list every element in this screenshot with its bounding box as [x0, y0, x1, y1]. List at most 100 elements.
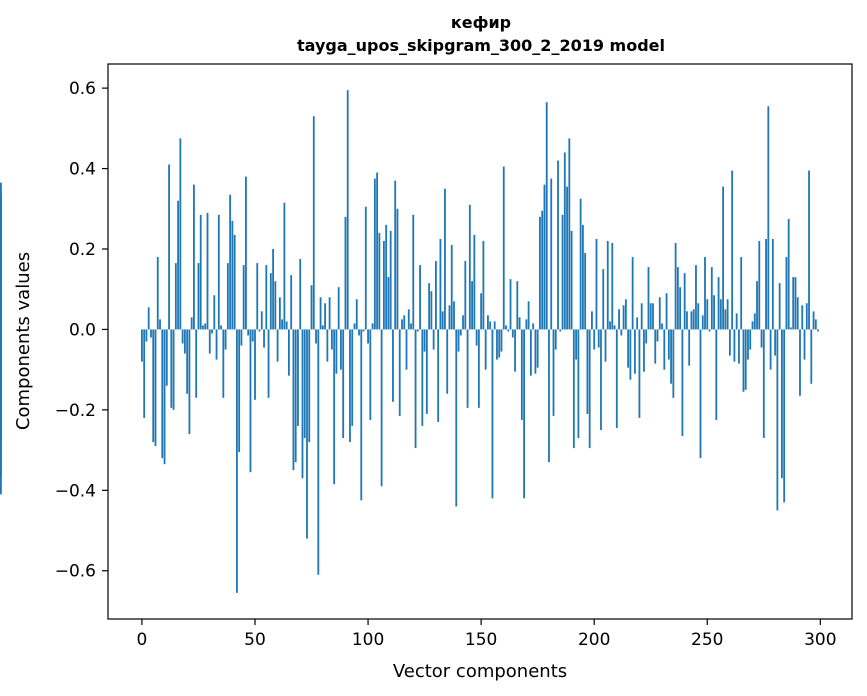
bar: [441, 311, 444, 330]
bar: [263, 329, 265, 348]
bar: [231, 220, 234, 330]
bar: [557, 160, 559, 330]
bar: [539, 216, 541, 330]
bar: [523, 329, 525, 499]
bar: [584, 253, 587, 330]
bar: [152, 329, 155, 443]
bar: [414, 329, 417, 449]
y-tick-label: 0.0: [69, 320, 96, 340]
bar: [713, 295, 715, 330]
bar: [805, 303, 808, 330]
bar: [321, 325, 324, 330]
bar: [733, 329, 736, 362]
bar: [785, 257, 788, 330]
bar: [708, 329, 711, 332]
bar: [726, 299, 729, 330]
bar: [674, 242, 677, 330]
bar: [367, 329, 369, 344]
bar: [507, 329, 510, 332]
bar: [634, 329, 636, 374]
bar: [317, 329, 320, 575]
bar: [778, 283, 781, 330]
plot-frame: [107, 63, 853, 620]
bar: [355, 299, 358, 330]
bar: [636, 317, 639, 330]
bar: [568, 138, 571, 330]
bar: [774, 329, 777, 356]
bar: [197, 263, 200, 330]
bar: [638, 329, 641, 418]
bar: [299, 259, 302, 330]
bar: [147, 307, 150, 330]
bar: [342, 329, 345, 439]
bar: [376, 172, 379, 330]
x-tick-label: 200: [578, 630, 610, 650]
bar: [575, 329, 578, 360]
bar: [541, 210, 544, 330]
bar: [563, 152, 566, 330]
bar: [760, 329, 763, 348]
bar: [387, 277, 390, 330]
bar: [315, 329, 317, 344]
bar: [749, 329, 752, 350]
bar: [186, 329, 189, 394]
bar: [150, 329, 152, 338]
bar: [516, 281, 519, 330]
y-tick-label: −0.4: [55, 481, 96, 501]
bar: [351, 329, 354, 426]
bar: [224, 329, 227, 350]
bar: [595, 238, 598, 330]
bar: [204, 323, 207, 330]
bar: [676, 267, 679, 330]
bar: [728, 329, 731, 356]
bar: [799, 329, 801, 396]
bar: [425, 329, 428, 414]
bar: [520, 329, 523, 420]
bar: [769, 329, 772, 370]
bar: [396, 208, 399, 330]
bar: [498, 329, 501, 358]
bar: [735, 313, 738, 330]
bar: [695, 265, 697, 330]
bar: [812, 311, 815, 330]
x-tick-label: 250: [691, 630, 723, 650]
bar: [496, 329, 498, 360]
bar: [371, 323, 374, 330]
y-tick-label: −0.2: [55, 401, 96, 421]
bar: [559, 329, 562, 332]
bar: [188, 329, 191, 434]
bar: [290, 275, 293, 330]
bar: [715, 329, 718, 420]
bar: [699, 329, 702, 459]
bar: [482, 240, 485, 330]
y-axis-ticks: 0.6 0.4 0.2 0.0 −0.2 −0.4 −0.6: [55, 79, 108, 582]
bar: [0, 251, 2, 330]
bar: [297, 329, 299, 426]
bar: [428, 283, 431, 330]
y-tick-label: 0.4: [69, 160, 96, 180]
bar: [161, 329, 164, 459]
y-tick-label: 0.6: [69, 79, 96, 99]
bar: [681, 329, 684, 437]
bar: [353, 323, 356, 330]
bar: [202, 325, 204, 330]
bar: [588, 329, 591, 449]
bar: [407, 309, 410, 330]
bar: [697, 303, 700, 330]
bar: [747, 329, 749, 360]
bar: [292, 329, 295, 471]
bar: [672, 329, 675, 398]
bar: [487, 315, 489, 330]
bar: [324, 303, 326, 330]
bar: [792, 277, 795, 330]
bar: [267, 329, 270, 398]
bar: [156, 257, 159, 330]
y-tick-label: −0.6: [55, 562, 96, 582]
bar: [256, 263, 259, 330]
bar: [240, 329, 243, 346]
bar: [333, 329, 336, 485]
bar: [808, 170, 810, 330]
bar: [561, 214, 564, 330]
bar: [509, 279, 512, 330]
